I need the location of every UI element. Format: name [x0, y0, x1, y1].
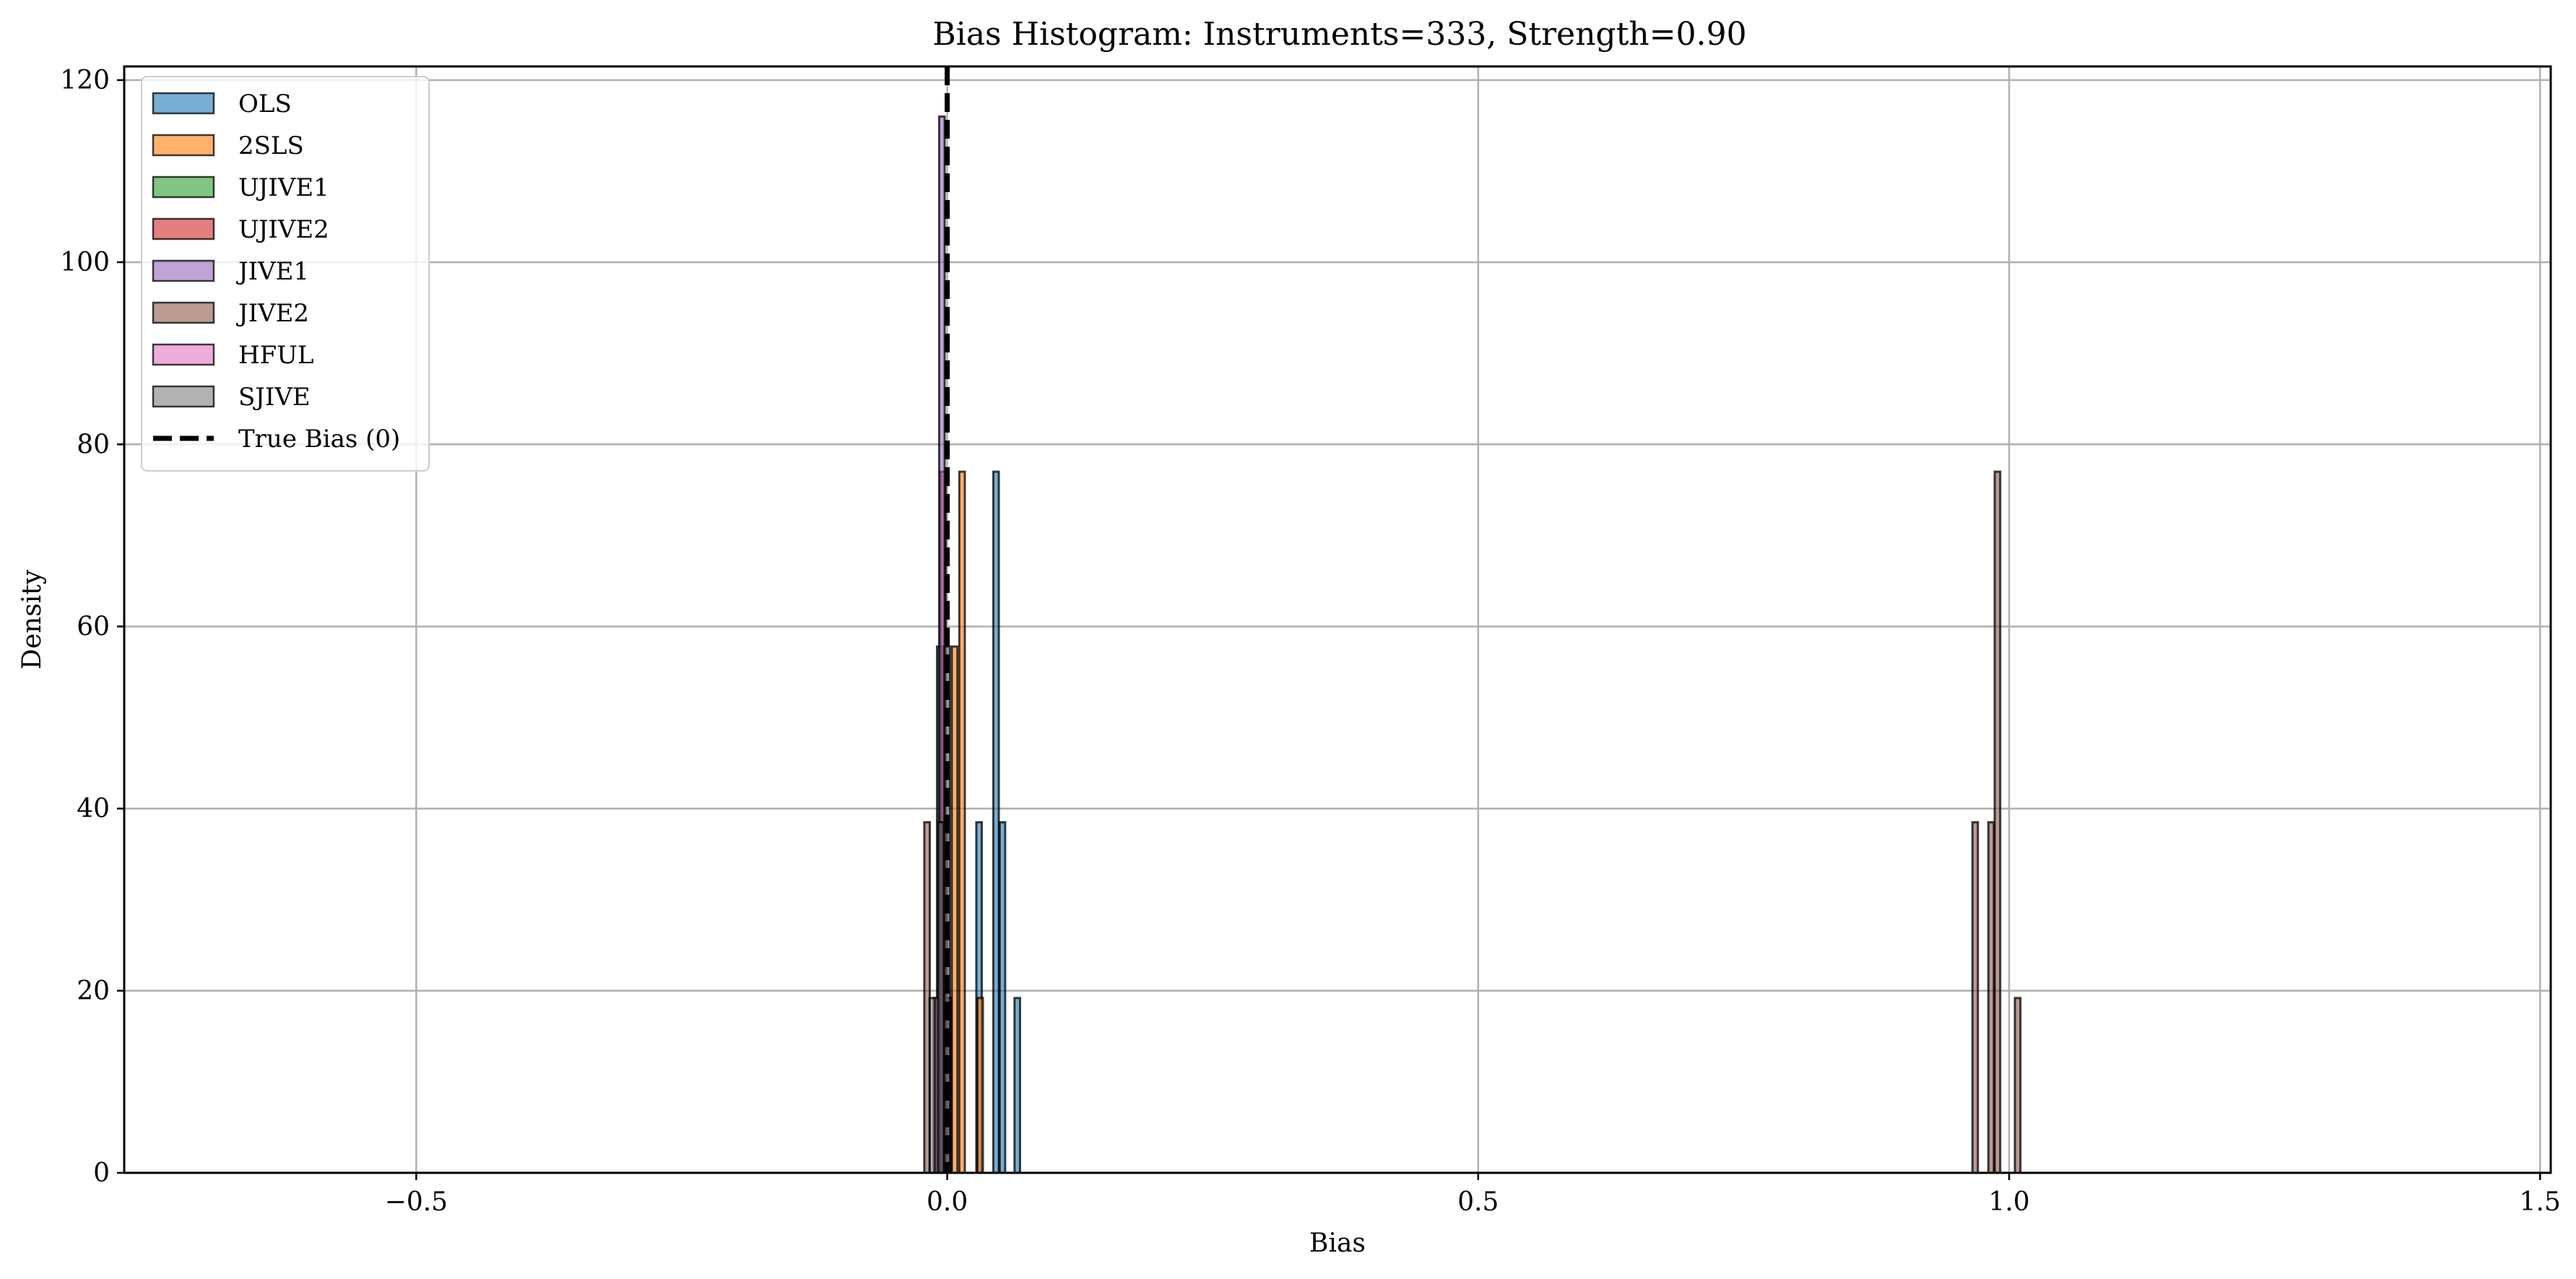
legend-swatch-ols: [152, 92, 215, 115]
y-tick-label: 100: [60, 248, 110, 277]
legend-label-sjive: SJIVE: [238, 383, 311, 412]
histogram-bars: [923, 115, 2022, 1174]
legend-swatch-ujive2: [152, 217, 215, 240]
legend: OLS 2SLS UJIVE1 UJIVE2 JIVE1 JIVE2 HFUL SJIVE Tr…: [141, 76, 430, 472]
legend-label-jive2: JIVE2: [236, 299, 309, 328]
legend-swatch-hful: [152, 343, 215, 366]
x-axis-ticks: −0.5 0.0 0.5 1.0 1.5: [385, 1173, 2561, 1217]
legend-swatch-ujive1: [152, 175, 215, 199]
y-tick-label: 0: [93, 1158, 110, 1188]
legend-label-jive1: JIVE1: [236, 257, 309, 286]
x-tick-label: 1.0: [1988, 1187, 2029, 1217]
y-axis-ticks: 0 20 40 60 80 100 120: [60, 66, 124, 1188]
bar-2sls: [976, 997, 984, 1174]
x-axis-label: Bias: [1309, 1228, 1366, 1258]
y-tick-label: 60: [77, 612, 110, 641]
legend-swatch-jive2: [152, 301, 215, 324]
bar-2sls: [958, 470, 966, 1174]
bar-jive2: [1971, 821, 1979, 1174]
legend-label-ols: OLS: [238, 90, 292, 118]
legend-label-true-bias: True Bias (0): [238, 425, 400, 454]
legend-swatch-jive1: [152, 259, 215, 282]
bar-jive2: [1993, 470, 2002, 1174]
bar-jive2: [2013, 997, 2022, 1174]
x-tick-label: 0.0: [927, 1187, 968, 1217]
legend-box: [141, 76, 430, 472]
x-tick-label: 0.5: [1457, 1187, 1499, 1217]
grid-lines: [124, 66, 2551, 1174]
y-tick-label: 80: [77, 430, 110, 459]
chart-title: Bias Histogram: Instruments=333, Strengt…: [932, 16, 1746, 53]
bar-ols: [998, 821, 1007, 1174]
y-tick-label: 120: [60, 66, 110, 95]
legend-label-2sls: 2SLS: [238, 131, 304, 160]
bar-sjive: [937, 821, 945, 1174]
y-axis-label: Density: [17, 569, 47, 669]
y-tick-label: 20: [77, 976, 110, 1006]
bar-jive2: [1987, 821, 1995, 1174]
x-tick-label: −0.5: [385, 1187, 448, 1217]
bar-ols: [992, 470, 1000, 1174]
legend-swatch-sjive: [152, 385, 215, 408]
legend-label-hful: HFUL: [238, 341, 313, 370]
legend-swatch-2sls: [152, 134, 215, 157]
x-tick-label: 1.5: [2520, 1187, 2561, 1217]
bar-2sls: [950, 645, 959, 1174]
series-jive2-bars: [923, 470, 2022, 1174]
legend-label-ujive1: UJIVE1: [238, 173, 329, 202]
bar-ols: [1013, 997, 1021, 1174]
y-tick-label: 40: [77, 794, 110, 824]
legend-label-ujive2: UJIVE2: [238, 215, 329, 244]
bar-sjive: [928, 997, 937, 1174]
plot-frame: [123, 65, 2552, 1174]
legend-items: OLS 2SLS UJIVE1 UJIVE2 JIVE1 JIVE2 HFUL SJIVE Tr…: [152, 90, 400, 454]
